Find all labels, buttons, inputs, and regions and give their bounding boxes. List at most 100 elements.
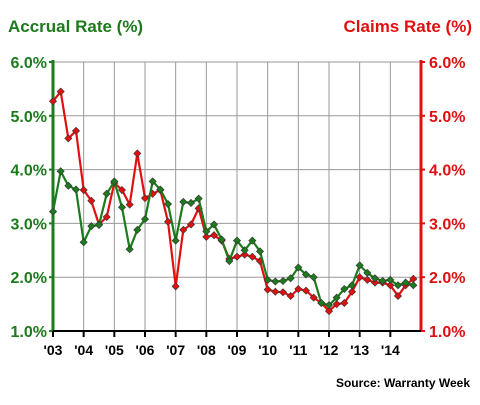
- source-note: Source: Warranty Week: [336, 376, 470, 390]
- claims-data-point: [347, 287, 357, 296]
- accrual-data-point: [317, 298, 326, 308]
- claims-data-point: [355, 273, 364, 282]
- claims-data-point: [102, 212, 111, 221]
- claims-data-point: [240, 250, 249, 259]
- accrual-data-point: [94, 220, 104, 230]
- accrual-data-point: [393, 281, 403, 290]
- accrual-data-point: [232, 236, 242, 245]
- accrual-data-point: [347, 281, 357, 290]
- claims-data-point: [209, 231, 219, 240]
- right-y-tick: 3.0%: [429, 216, 465, 233]
- accrual-data-point: [248, 236, 257, 245]
- right-y-tick: 1.0%: [429, 324, 465, 341]
- accrual-data-point: [401, 278, 410, 287]
- accrual-data-point: [355, 261, 364, 270]
- x-tick-label: '05: [105, 342, 124, 358]
- left-y-tick: 3.0%: [11, 216, 47, 233]
- accrual-data-point: [278, 276, 288, 285]
- accrual-data-point: [378, 276, 387, 285]
- claims-data-point: [386, 281, 395, 290]
- accrual-data-point: [271, 277, 280, 286]
- accrual-data-point: [102, 189, 111, 198]
- x-tick-label: '03: [44, 342, 63, 358]
- claims-data-point: [232, 252, 242, 261]
- claims-data-point: [64, 134, 73, 143]
- accrual-data-point: [194, 194, 203, 203]
- x-tick-label: '12: [320, 342, 339, 358]
- accrual-data-point: [71, 185, 81, 194]
- accrual-data-point: [240, 246, 249, 255]
- claims-data-point: [301, 286, 311, 295]
- accrual-data-point: [186, 198, 196, 207]
- accrual-data-point: [64, 181, 73, 190]
- left-y-tick-labels: 1.0% 2.0% 3.0% 4.0% 5.0% 6.0%: [11, 55, 47, 341]
- x-tick-label: '04: [74, 342, 93, 358]
- x-tick-label: '13: [350, 342, 369, 358]
- claims-data-point: [179, 225, 188, 234]
- accrual-data-point: [286, 274, 295, 283]
- left-y-tick: 1.0%: [11, 324, 47, 341]
- right-y-tick: 4.0%: [429, 163, 465, 180]
- x-tick-label: '09: [228, 342, 247, 358]
- grid-lines: [52, 61, 421, 332]
- claims-data-point: [171, 282, 180, 291]
- accrual-data-point: [263, 275, 272, 284]
- left-y-tick: 4.0%: [11, 163, 47, 180]
- accrual-data-point: [370, 274, 380, 283]
- claims-data-point: [324, 307, 334, 316]
- claims-data-point: [309, 293, 318, 302]
- accrual-data-point: [156, 185, 165, 194]
- right-y-tick: 5.0%: [429, 109, 465, 126]
- accrual-data-point: [56, 167, 65, 176]
- x-tick-label: '10: [258, 342, 277, 358]
- claims-data-point: [117, 186, 127, 195]
- claims-data-point: [140, 194, 150, 203]
- accrual-data-point: [363, 268, 372, 277]
- accrual-data-point: [324, 301, 334, 310]
- accrual-data-point: [294, 263, 303, 272]
- accrual-data-point: [179, 197, 188, 206]
- claims-data-point: [87, 196, 96, 205]
- claims-data-point: [202, 232, 211, 241]
- accrual-data-point: [409, 281, 418, 290]
- claims-data-point: [71, 126, 81, 135]
- claims-data-point: [125, 200, 134, 209]
- right-y-tick: 2.0%: [429, 270, 465, 287]
- accrual-data-point: [133, 225, 142, 234]
- x-tick-label: '06: [136, 342, 155, 358]
- x-tick-label: '07: [166, 342, 185, 358]
- accrual-data-point: [202, 227, 211, 236]
- series: [48, 87, 418, 316]
- accrual-data-point: [301, 270, 311, 279]
- x-tick-label: '14: [381, 342, 400, 358]
- accrual-data-point: [332, 293, 341, 302]
- x-tick-labels: '03 '04 '05 '06 '07 '08 '09 '10 '11 '12 '13 '14: [44, 342, 400, 358]
- claims-data-point: [278, 288, 288, 297]
- accrual-data-point: [340, 285, 349, 294]
- accrual-data-point: [386, 275, 395, 284]
- accrual-rate-label: Accrual Rate (%): [8, 17, 143, 36]
- right-y-tick-labels: 1.0% 2.0% 3.0% 4.0% 5.0% 6.0%: [429, 55, 465, 341]
- claims-data-point: [370, 278, 380, 287]
- claims-data-point: [56, 87, 65, 96]
- claims-data-point: [79, 186, 88, 195]
- accrual-data-point: [48, 207, 58, 216]
- claims-data-point: [48, 97, 58, 106]
- claims-data-point: [186, 220, 196, 229]
- left-y-tick: 2.0%: [11, 270, 47, 287]
- claims-data-point: [286, 292, 295, 301]
- left-y-tick: 6.0%: [11, 55, 47, 72]
- accrual-data-point: [87, 222, 96, 231]
- accrual-data-point: [140, 215, 150, 224]
- claims-data-point: [248, 252, 257, 261]
- claims-data-point: [363, 275, 372, 284]
- claims-data-point: [294, 285, 303, 294]
- x-tick-label: '08: [197, 342, 216, 358]
- claims-data-point: [271, 287, 280, 296]
- claims-data-point: [263, 285, 272, 294]
- x-tick-label: '11: [289, 342, 307, 358]
- claims-rate-label: Claims Rate (%): [344, 17, 472, 36]
- accrual-data-point: [125, 245, 134, 254]
- claims-data-point: [133, 149, 142, 158]
